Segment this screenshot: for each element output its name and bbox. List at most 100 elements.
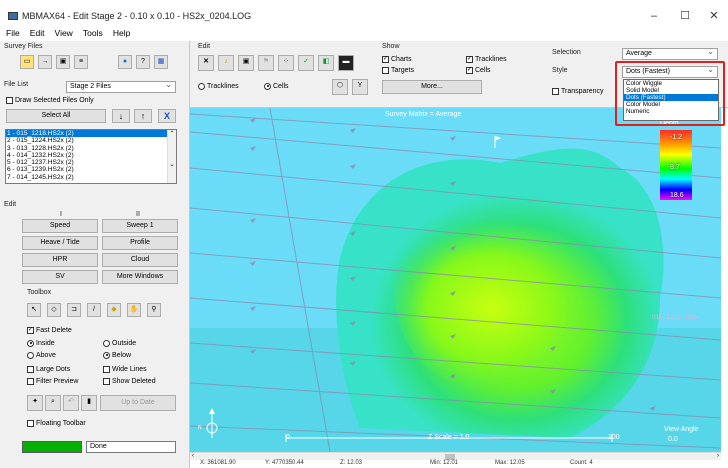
above-radio[interactable]: Above bbox=[27, 351, 56, 360]
sweep-button[interactable]: Sweep 1 bbox=[102, 219, 178, 233]
style-option-color-model[interactable]: Color Model bbox=[626, 101, 660, 108]
style-option-solid-model[interactable]: Solid Model bbox=[626, 87, 659, 94]
line-select-icon[interactable]: / bbox=[87, 303, 101, 317]
view-horizontal-scrollbar[interactable]: ‹ › bbox=[190, 452, 721, 460]
list-item[interactable]: 7 - 014_1245.HS2x (2) bbox=[7, 173, 74, 181]
hpr-button[interactable]: HPR bbox=[22, 253, 98, 267]
more-windows-button[interactable]: More Windows bbox=[102, 270, 178, 284]
floating-toolbar-checkbox[interactable]: Floating Toolbar bbox=[27, 419, 86, 428]
profile-button[interactable]: Profile bbox=[102, 236, 178, 250]
list-item[interactable]: 1 - 015_1218.HS2x (2) bbox=[6, 130, 176, 138]
scroll-left-icon[interactable]: ‹ bbox=[192, 453, 194, 459]
filter-icon[interactable]: ✦ bbox=[27, 395, 43, 411]
import-icon[interactable]: → bbox=[38, 55, 52, 69]
frame-icon[interactable]: ▣ bbox=[238, 55, 254, 71]
speed-button[interactable]: Speed bbox=[22, 219, 98, 233]
transparency-checkbox[interactable]: Transparency bbox=[552, 87, 604, 96]
show-cells-checkbox[interactable]: Cells bbox=[466, 66, 491, 75]
more-button[interactable]: More... bbox=[382, 80, 482, 94]
survey-files-group-label: Survey Files bbox=[4, 43, 43, 50]
below-radio[interactable]: Below bbox=[103, 351, 131, 360]
remove-file-button[interactable]: X bbox=[158, 109, 176, 123]
show-tracklines-checkbox[interactable]: Tracklines bbox=[466, 55, 507, 64]
draw-selected-checkbox[interactable]: Draw Selected Files Only bbox=[6, 96, 94, 105]
list-item[interactable]: 3 - 013_1228.HS2x (2) bbox=[7, 144, 74, 152]
select-all-button[interactable]: Select All bbox=[6, 109, 106, 123]
edit-col1-label: I bbox=[60, 211, 62, 218]
large-dots-checkbox[interactable]: Large Dots bbox=[27, 365, 70, 374]
list-icon[interactable]: ≡ bbox=[74, 55, 88, 69]
tracklines-radio[interactable]: Tracklines bbox=[198, 82, 239, 91]
list-item[interactable]: 5 - 012_1237.HS2x (2) bbox=[7, 159, 74, 167]
binoculars-icon[interactable]: ⌕ bbox=[45, 395, 61, 411]
inside-radio[interactable]: Inside bbox=[27, 339, 55, 348]
minimize-button[interactable]: – bbox=[650, 10, 658, 22]
targets-checkbox[interactable]: Targets bbox=[382, 66, 414, 75]
menu-help[interactable]: Help bbox=[112, 28, 131, 38]
charts-checkbox[interactable]: Charts bbox=[382, 55, 412, 64]
color-map-icon[interactable]: ◧ bbox=[318, 55, 334, 71]
title-bar: MBMAX64 - Edit Stage 2 - 0.10 x 0.10 - H… bbox=[0, 0, 728, 28]
legend-title: Depth bbox=[660, 120, 679, 127]
undo-icon[interactable]: ↶ bbox=[63, 395, 79, 411]
app-icon bbox=[8, 12, 18, 20]
dark-map-icon[interactable]: ▬ bbox=[338, 55, 354, 71]
move-down-button[interactable]: ↓ bbox=[112, 109, 130, 123]
menu-tools[interactable]: Tools bbox=[82, 28, 103, 38]
pin-icon[interactable]: ♪ bbox=[218, 55, 234, 71]
style-option-color-wiggle[interactable]: Color Wiggle bbox=[626, 80, 663, 87]
sv-button[interactable]: SV bbox=[22, 270, 98, 284]
check-icon[interactable]: ✓ bbox=[298, 55, 314, 71]
style-option-numeric[interactable]: Numeric bbox=[626, 108, 650, 115]
menu-edit[interactable]: Edit bbox=[29, 28, 45, 38]
progress-bar bbox=[22, 441, 82, 453]
rect-select-icon[interactable]: ⊐ bbox=[67, 303, 81, 317]
stats-icon[interactable]: ▮ bbox=[81, 395, 97, 411]
cloud-button[interactable]: Cloud bbox=[102, 253, 178, 267]
maximize-button[interactable]: ☐ bbox=[680, 10, 690, 22]
grid-icon[interactable]: ⁘ bbox=[278, 55, 294, 71]
status-field: Done bbox=[86, 441, 176, 453]
list-item[interactable]: 2 - 015_1224.HS2x (2) bbox=[7, 137, 74, 145]
menu-view[interactable]: View bbox=[54, 28, 73, 38]
survey-3d-view[interactable]: Survey Matrix = Average Depth -1.2 8.7 1… bbox=[190, 108, 721, 452]
listbox-scrollbar[interactable]: ⌃ ⌄ bbox=[167, 130, 176, 183]
close-button[interactable]: ✕ bbox=[709, 10, 719, 22]
flag-icon[interactable]: ⚑ bbox=[258, 55, 274, 71]
file-listbox[interactable]: 1 - 015_1218.HS2x (2) 2 - 015_1224.HS2x … bbox=[5, 129, 177, 184]
help-icon[interactable]: ? bbox=[136, 55, 150, 69]
list-item[interactable]: 4 - 014_1232.HS2x (2) bbox=[7, 151, 74, 159]
selection-select[interactable]: Average bbox=[622, 47, 718, 60]
outside-radio[interactable]: Outside bbox=[103, 339, 136, 348]
up-to-date-button[interactable]: Up to Date bbox=[100, 395, 176, 411]
top-toolbar: Edit ✕ ♪ ▣ ⚑ ⁘ ✓ ◧ ▬ Tracklines Cells ⬡ … bbox=[190, 41, 728, 108]
eraser-icon[interactable]: ◆ bbox=[107, 303, 121, 317]
list-item[interactable]: 6 - 013_1239.HS2x (2) bbox=[7, 166, 74, 174]
zoom-icon[interactable]: ⚲ bbox=[147, 303, 161, 317]
style-select[interactable]: Dots (Fastest) bbox=[622, 65, 718, 78]
style-option-dots[interactable]: Dots (Fastest) bbox=[624, 94, 718, 101]
filter-preview-checkbox[interactable]: Filter Preview bbox=[27, 377, 78, 386]
save-icon[interactable]: ▣ bbox=[56, 55, 70, 69]
open-folder-icon[interactable]: ▭ bbox=[20, 55, 34, 69]
fast-delete-checkbox[interactable]: Fast Delete bbox=[27, 326, 72, 335]
heave-tide-button[interactable]: Heave / Tide bbox=[22, 236, 98, 250]
edit-col2-label: II bbox=[136, 211, 140, 218]
wide-lines-checkbox[interactable]: Wide Lines bbox=[103, 365, 147, 374]
file-list-select[interactable]: Stage 2 Files bbox=[66, 80, 176, 93]
menu-file[interactable]: File bbox=[6, 28, 20, 38]
cells-radio[interactable]: Cells bbox=[264, 82, 289, 91]
globe-icon[interactable]: ● bbox=[118, 55, 132, 69]
delete-x-icon[interactable]: ✕ bbox=[198, 55, 214, 71]
scroll-right-icon[interactable]: › bbox=[717, 453, 719, 459]
y-icon[interactable]: Y bbox=[352, 79, 368, 95]
show-deleted-checkbox[interactable]: Show Deleted bbox=[103, 377, 156, 386]
style-dropdown-list[interactable]: Color Wiggle Solid Model Dots (Fastest) … bbox=[623, 79, 719, 121]
move-up-button[interactable]: ↑ bbox=[134, 109, 152, 123]
polygon-icon[interactable]: ⬡ bbox=[332, 79, 348, 95]
lasso-icon[interactable]: ◇ bbox=[47, 303, 61, 317]
pointer-icon[interactable]: ↖ bbox=[27, 303, 41, 317]
scroll-thumb[interactable] bbox=[445, 454, 455, 460]
hand-icon[interactable]: ✋ bbox=[127, 303, 141, 317]
settings-icon[interactable]: ▦ bbox=[154, 55, 168, 69]
